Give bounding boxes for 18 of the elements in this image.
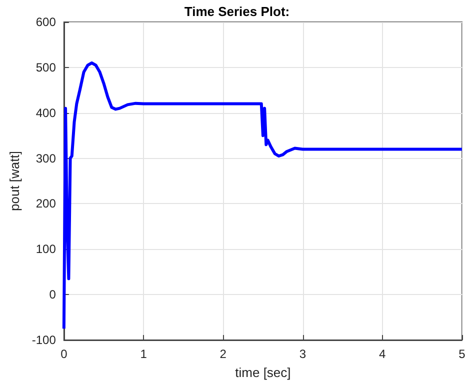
y-axis-title: pout [watt] (7, 151, 22, 211)
x-tick-label: 0 (60, 347, 68, 361)
chart-title: Time Series Plot: (184, 4, 290, 19)
y-tick-label: 300 (36, 151, 56, 166)
x-tick-label: 2 (220, 347, 227, 361)
y-tick-label: 0 (49, 288, 56, 302)
y-tick-label: 100 (36, 242, 56, 256)
y-tick-label: -100 (32, 333, 56, 347)
y-tick-label: 400 (36, 106, 56, 120)
y-tick-label: 500 (36, 60, 56, 74)
line-series (62, 61, 464, 330)
x-tick-label: 4 (379, 347, 386, 361)
y-tick-label: 200 (36, 196, 56, 211)
x-tick-label: 3 (299, 347, 306, 361)
y-tick-label: 600 (36, 15, 56, 29)
x-tick-label: 1 (140, 347, 148, 361)
x-axis-title: time [sec] (235, 365, 291, 380)
x-tick-label: 5 (458, 347, 466, 361)
